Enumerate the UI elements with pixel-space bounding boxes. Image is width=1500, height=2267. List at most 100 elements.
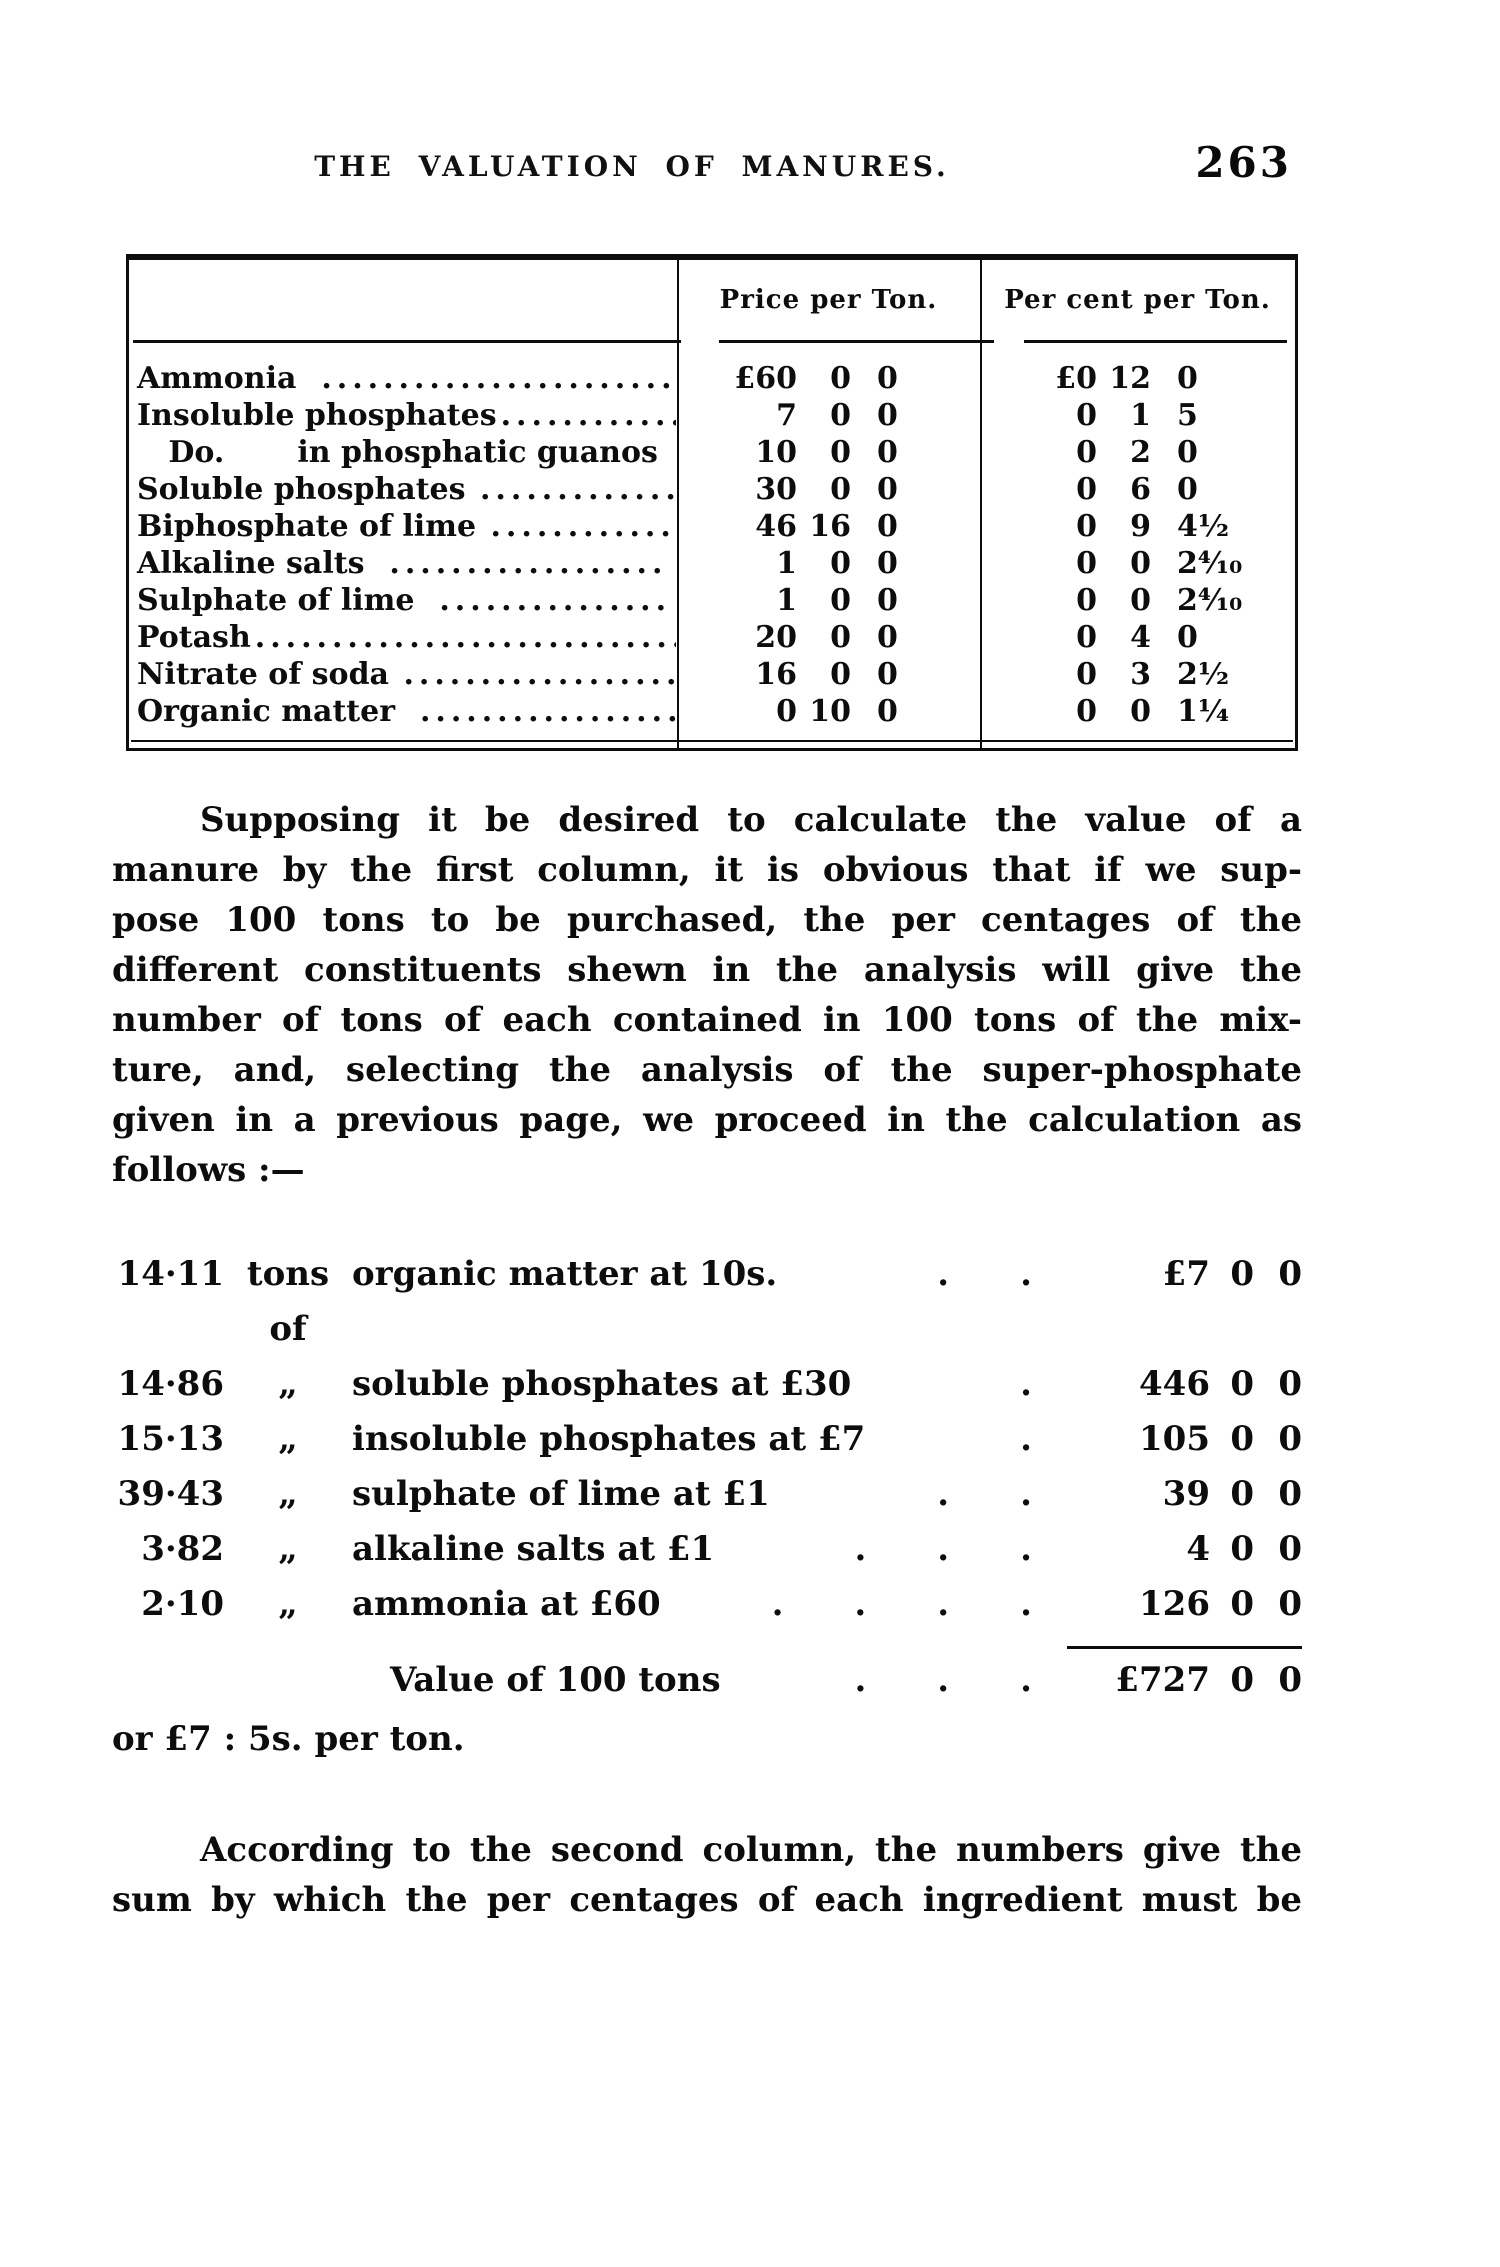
leader-dots (658, 434, 676, 471)
price-pounds: 0 (776, 694, 797, 729)
price-shillings: 0 (830, 398, 851, 433)
row-label: Ammonia ........................ (129, 360, 676, 397)
amount-pence: 0 (1278, 1254, 1302, 1294)
price-cell: 10 0 0 (676, 434, 979, 471)
leader-dots: . (1020, 1364, 1032, 1404)
calc-desc: ammonia at £60 (352, 1584, 661, 1624)
pct-pounds: 0 (1076, 435, 1097, 470)
price-pence: 0 (877, 546, 898, 581)
table-divider-1 (677, 260, 679, 748)
price-pounds: 20 (755, 620, 797, 655)
row-label-text: Organic matter (137, 694, 416, 729)
amount-pence: 0 (1278, 1660, 1302, 1700)
header-rule-seg (1024, 340, 1287, 344)
paragraph-line: ture, and, selecting the analysis of the… (112, 1050, 1302, 1090)
leader-dots: . (1020, 1419, 1032, 1459)
price-pence: 0 (877, 472, 898, 507)
leader-dots: . . . (854, 1660, 1032, 1700)
pct-pounds: 0 (1076, 583, 1097, 618)
calc-row: 14·86 „ soluble phosphates at £30. 446 0… (112, 1357, 1302, 1412)
row-label: Nitrate of soda .................. (129, 656, 676, 693)
amount-shillings: 0 (1230, 1254, 1254, 1294)
calc-desc: alkaline salts at £1 (352, 1529, 715, 1569)
pct-pounds: 0 (1076, 398, 1097, 433)
pct-pounds: £0 (1055, 361, 1097, 396)
pct-pence: 1¼ (1177, 694, 1230, 729)
pct-pounds: 0 (1076, 657, 1097, 692)
amount-shillings: 0 (1230, 1364, 1254, 1404)
paragraph-line: sum by which the per centages of each in… (112, 1880, 1302, 1920)
table-body: Ammonia ........................ £60 0 0 £… (129, 344, 1295, 748)
price-pounds: 46 (755, 509, 797, 544)
price-pence: 0 (877, 583, 898, 618)
percent-cell: 0 3 2½ (979, 656, 1295, 693)
leader-dots: . . (937, 1254, 1032, 1294)
pct-pence: 0 (1177, 361, 1198, 396)
leader-dots: . . (937, 1474, 1032, 1514)
row-label-text: Nitrate of soda (137, 657, 400, 692)
paragraph-line: manure by the first column, it is obviou… (112, 850, 1302, 890)
calc-qty: 15·13 (117, 1419, 224, 1459)
price-pounds: 1 (776, 546, 797, 581)
leader-dots: . . . (854, 1529, 1032, 1569)
price-cell: £60 0 0 (676, 360, 979, 397)
row-label: Alkaline salts .................. (129, 545, 676, 582)
running-head: THE VALUATION OF MANURES. 263 (112, 138, 1302, 200)
percent-cell: £0 12 0 (979, 360, 1295, 397)
price-pounds: 30 (755, 472, 797, 507)
pct-pounds: 0 (1076, 620, 1097, 655)
row-label: Do. in phosphatic guanos (129, 434, 676, 471)
paragraph-line: follows :— (112, 1150, 305, 1190)
table-row: Ammonia ........................ £60 0 0 £… (129, 360, 1295, 397)
calc-desc: insoluble phosphates at £7 (352, 1419, 866, 1459)
calc-unit: „ (278, 1584, 298, 1624)
price-cell: 0 10 0 (676, 693, 979, 730)
amount-pence: 0 (1278, 1474, 1302, 1514)
calc-row: 2·10 „ ammonia at £60 . . . . 126 0 0 (112, 1577, 1302, 1632)
price-shillings: 0 (830, 472, 851, 507)
calc-desc: soluble phosphates at £30 (352, 1364, 852, 1404)
amount-pence: 0 (1278, 1419, 1302, 1459)
calc-desc-wrap: soluble phosphates at £30. (352, 1357, 1060, 1412)
price-cell: 30 0 0 (676, 471, 979, 508)
total-label: Value of 100 tons (390, 1660, 721, 1700)
calc-qty: 2·10 (141, 1584, 224, 1624)
pct-shillings: 12 (1109, 361, 1151, 396)
calc-row: 15·13 „ insoluble phosphates at £7. 105 … (112, 1412, 1302, 1467)
amount-pence: 0 (1278, 1364, 1302, 1404)
calc-qty: 14·11 (117, 1254, 224, 1294)
pct-pounds: 0 (1076, 546, 1097, 581)
per-ton-note: or £7 : 5s. per ton. (112, 1719, 465, 1759)
calc-qty: 14·86 (117, 1364, 224, 1404)
row-label: Sulphate of lime ............... (129, 582, 676, 619)
price-shillings: 0 (830, 657, 851, 692)
price-cell: 46 16 0 (676, 508, 979, 545)
leader-dots: . . . . (771, 1584, 1032, 1624)
pct-shillings: 4 (1130, 620, 1151, 655)
pct-shillings: 0 (1130, 694, 1151, 729)
table-row: Potash............................ 20 0 0 … (129, 619, 1295, 656)
row-label: Organic matter ................. (129, 693, 676, 730)
calc-unit: „ (278, 1529, 298, 1569)
row-label: Soluble phosphates .............. (129, 471, 676, 508)
amount-pounds: 39 (1162, 1474, 1210, 1514)
pct-shillings: 2 (1130, 435, 1151, 470)
leader-dots: ................. (419, 694, 677, 729)
price-shillings: 10 (809, 694, 851, 729)
percent-cell: 0 0 1¼ (979, 693, 1295, 730)
calc-desc-wrap: organic matter at 10s. . . (352, 1247, 1060, 1357)
leader-dots: ........................ (321, 361, 677, 396)
price-cell: 20 0 0 (676, 619, 979, 656)
amount-pounds: 105 (1139, 1419, 1210, 1459)
analysis-table: Price per Ton. Per cent per Ton. Ammonia… (126, 254, 1298, 751)
calc-desc-wrap: alkaline salts at £1 . . . (352, 1522, 1060, 1577)
amount-shillings: 0 (1230, 1660, 1254, 1700)
paragraph-according: According to the second column, the numb… (112, 1825, 1302, 1925)
price-pence: 0 (877, 694, 898, 729)
